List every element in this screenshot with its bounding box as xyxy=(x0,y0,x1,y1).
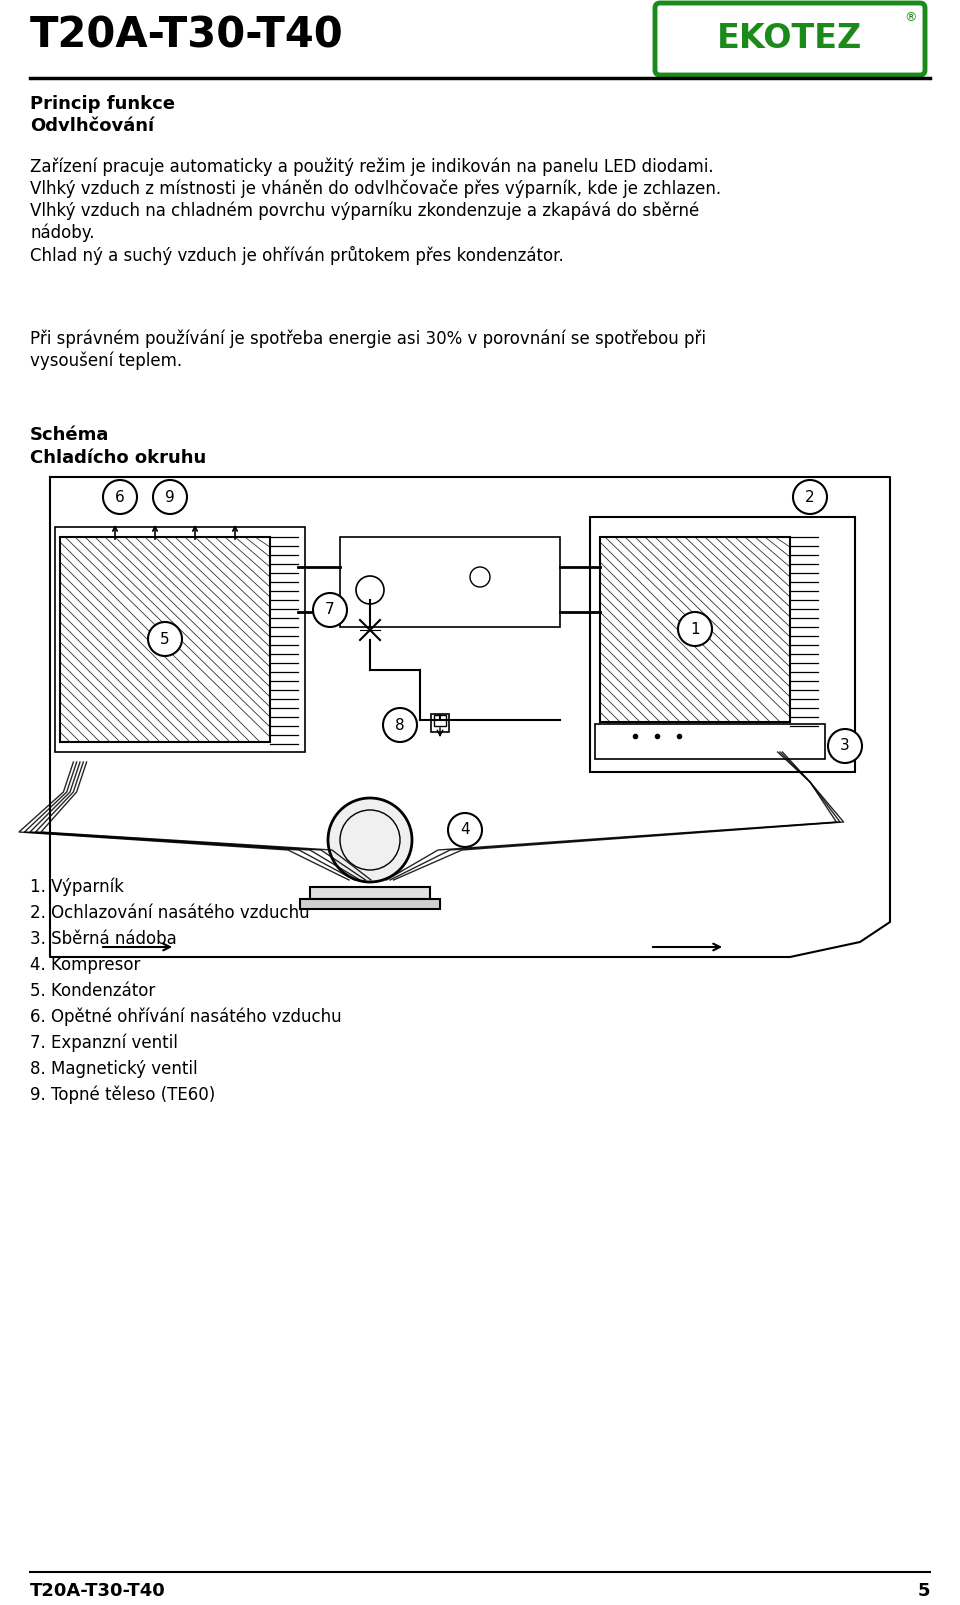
Text: Chlad ný a suchý vzduch je ohříván průtokem přes kondenzátor.: Chlad ný a suchý vzduch je ohříván průto… xyxy=(30,246,564,265)
Text: 8. Magnetický ventil: 8. Magnetický ventil xyxy=(30,1059,198,1079)
Circle shape xyxy=(356,576,384,603)
Text: 6. Opětné ohřívání nasátého vzduchu: 6. Opětné ohřívání nasátého vzduchu xyxy=(30,1008,342,1027)
Bar xyxy=(595,724,825,759)
Text: 1: 1 xyxy=(690,621,700,637)
Text: 7. Expanzní ventil: 7. Expanzní ventil xyxy=(30,1034,178,1053)
Text: Zařízení pracuje automaticky a použitý režim je indikován na panelu LED diodami.: Zařízení pracuje automaticky a použitý r… xyxy=(30,157,713,177)
Text: vysoušení teplem.: vysoušení teplem. xyxy=(30,351,182,371)
Text: 1. Výparník: 1. Výparník xyxy=(30,878,124,897)
Bar xyxy=(434,714,446,725)
Text: 9: 9 xyxy=(165,490,175,504)
Circle shape xyxy=(313,592,347,628)
Text: 4: 4 xyxy=(460,822,469,838)
Text: 2: 2 xyxy=(805,490,815,504)
Text: 8: 8 xyxy=(396,717,405,732)
Text: Vlhký vzduch z místnosti je vháněn do odvlhčovače přes výparník, kde je zchlazen: Vlhký vzduch z místnosti je vháněn do od… xyxy=(30,180,721,199)
Text: Při správném používání je spotřeba energie asi 30% v porovnání se spotřebou při: Při správném používání je spotřeba energ… xyxy=(30,331,706,348)
Circle shape xyxy=(793,480,827,514)
Text: nádoby.: nádoby. xyxy=(30,225,94,242)
Text: T20A-T30-T40: T20A-T30-T40 xyxy=(30,14,344,56)
Text: Schéma: Schéma xyxy=(30,425,109,445)
Bar xyxy=(431,714,449,732)
Text: Vlhký vzduch na chladném povrchu výparníku zkondenzuje a zkapává do sběrné: Vlhký vzduch na chladném povrchu výparní… xyxy=(30,202,699,220)
Text: 5. Kondenzátor: 5. Kondenzátor xyxy=(30,982,156,1000)
Bar xyxy=(590,517,855,772)
Circle shape xyxy=(328,798,412,883)
Text: 4. Kompresor: 4. Kompresor xyxy=(30,957,140,974)
Bar xyxy=(600,538,790,722)
Circle shape xyxy=(448,814,482,847)
Bar xyxy=(60,538,270,742)
Text: 6: 6 xyxy=(115,490,125,504)
Circle shape xyxy=(678,612,712,645)
Bar xyxy=(55,526,305,753)
Text: 3. Sběrná nádoba: 3. Sběrná nádoba xyxy=(30,929,177,949)
Text: 5: 5 xyxy=(160,631,170,647)
Text: Princip funkce: Princip funkce xyxy=(30,95,175,112)
Text: 7: 7 xyxy=(325,602,335,618)
Circle shape xyxy=(103,480,137,514)
Bar xyxy=(340,538,560,628)
Circle shape xyxy=(153,480,187,514)
Bar xyxy=(310,888,430,899)
Circle shape xyxy=(470,567,490,587)
FancyBboxPatch shape xyxy=(655,3,925,75)
Bar xyxy=(300,899,440,908)
Text: T20A-T30-T40: T20A-T30-T40 xyxy=(30,1583,166,1600)
Circle shape xyxy=(148,623,182,656)
Text: 5: 5 xyxy=(918,1583,930,1600)
Text: 3: 3 xyxy=(840,738,850,753)
Text: 2. Ochlazování nasátého vzduchu: 2. Ochlazování nasátého vzduchu xyxy=(30,904,310,921)
Text: ®: ® xyxy=(904,11,917,24)
Text: Chladícho okruhu: Chladícho okruhu xyxy=(30,449,206,467)
Text: EKOTEZ: EKOTEZ xyxy=(717,22,863,56)
Circle shape xyxy=(383,708,417,742)
Circle shape xyxy=(828,729,862,762)
Text: Odvlhčování: Odvlhčování xyxy=(30,117,155,135)
Text: 9. Topné těleso (TE60): 9. Topné těleso (TE60) xyxy=(30,1087,215,1104)
